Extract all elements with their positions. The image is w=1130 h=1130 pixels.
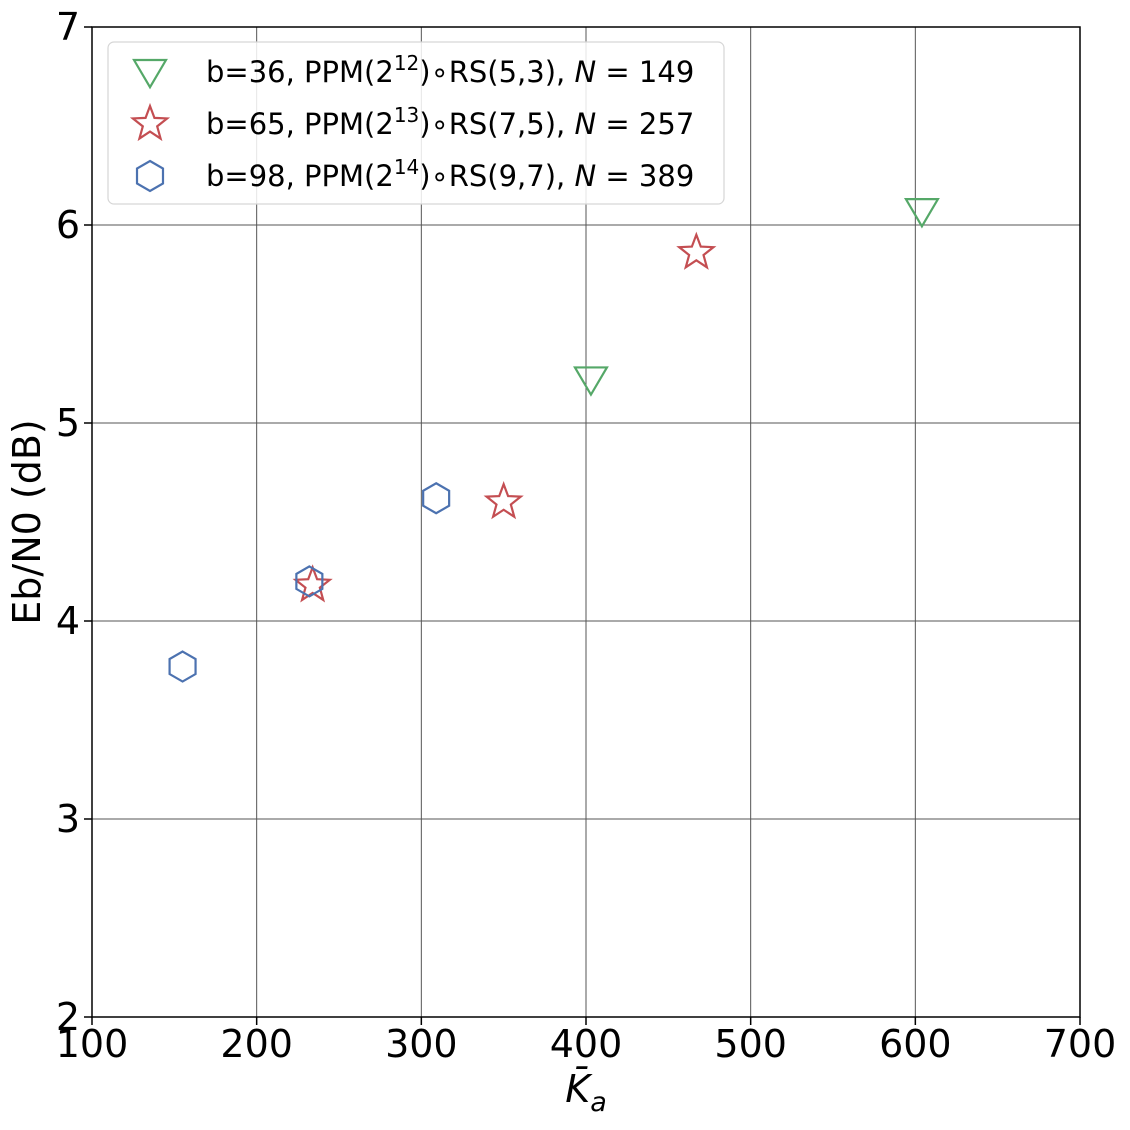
legend-marker-2: [129, 102, 171, 142]
legend-label-1: b=36, PPM(212)∘RS(5,3), N = 149: [206, 51, 694, 89]
data-point-series-3: [422, 481, 451, 515]
x-axis-label-main: K̄: [565, 1067, 593, 1111]
legend-label-pre: b=65, PPM(2: [206, 107, 394, 141]
legend-marker-1: [132, 58, 168, 90]
legend-label-sup: 12: [394, 51, 419, 75]
legend-label-pre: b=98, PPM(2: [206, 159, 394, 193]
y-tick-label: 4: [56, 599, 80, 643]
x-tick-label: 300: [385, 1022, 458, 1066]
legend-box: [107, 41, 725, 205]
legend-label-var: N: [574, 107, 596, 141]
legend-label-eq: = 389: [596, 159, 694, 193]
data-point-series-1: [573, 366, 609, 397]
legend-label-pre: b=36, PPM(2: [206, 55, 394, 89]
y-tick-label: 6: [56, 203, 80, 247]
legend-label-post: )∘RS(5,3),: [419, 55, 574, 89]
x-axis-label-subscript: a: [590, 1087, 607, 1118]
legend-label-post: )∘RS(7,5),: [419, 107, 574, 141]
legend-label-sup: 13: [394, 103, 419, 127]
x-axis-ticks: 100 200 300 400 500 600 700: [56, 1017, 1117, 1066]
legend-label-eq: = 257: [596, 107, 694, 141]
y-tick-label: 2: [56, 995, 80, 1039]
x-axis-label: K̄a: [565, 1067, 606, 1118]
x-tick-label: 400: [550, 1022, 623, 1066]
legend-marker-3: [135, 159, 165, 193]
legend-label-3: b=98, PPM(214)∘RS(9,7), N = 389: [206, 155, 694, 193]
y-tick-label: 5: [56, 401, 80, 445]
data-point-series-3: [295, 565, 324, 598]
legend-label-var: N: [574, 55, 596, 89]
legend-label-eq: = 149: [596, 55, 694, 89]
data-points: [168, 198, 940, 683]
x-tick-label: 700: [1044, 1022, 1117, 1066]
legend-items: b=36, PPM(212)∘RS(5,3), N = 149 b=65, PPM…: [129, 51, 694, 193]
legend-label-var: N: [574, 159, 596, 193]
legend-label-post: )∘RS(9,7),: [419, 159, 574, 193]
y-axis-label: Eb/N0 (dB): [5, 419, 49, 624]
data-point-series-2: [483, 481, 524, 520]
y-tick-label: 3: [56, 797, 80, 841]
legend: b=36, PPM(212)∘RS(5,3), N = 149 b=65, PPM…: [107, 41, 725, 205]
x-tick-label: 100: [56, 1022, 129, 1066]
y-axis-ticks: 2 3 4 5 6 7: [56, 5, 92, 1039]
legend-label-sup: 14: [394, 155, 419, 179]
legend-label-2: b=65, PPM(213)∘RS(7,5), N = 257: [206, 103, 694, 141]
data-point-series-2: [292, 564, 333, 603]
x-tick-label: 500: [714, 1022, 787, 1066]
x-tick-label: 200: [220, 1022, 293, 1066]
data-point-series-3: [168, 650, 197, 683]
data-point-series-1: [903, 198, 940, 229]
data-point-series-2: [676, 231, 717, 270]
x-tick-label: 600: [879, 1022, 952, 1066]
y-tick-label: 7: [56, 5, 80, 49]
